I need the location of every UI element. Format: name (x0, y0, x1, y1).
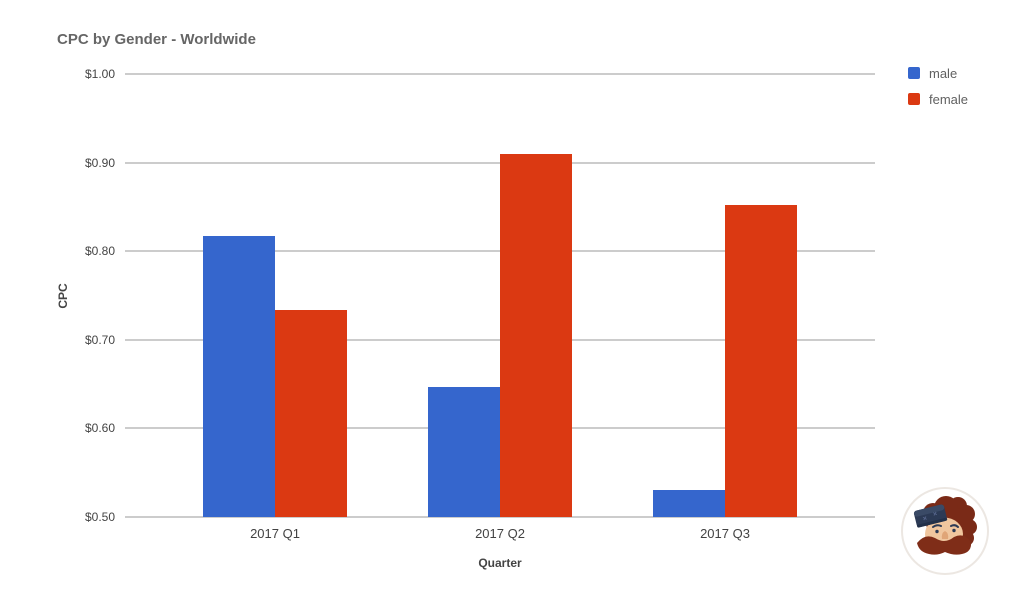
bar-male-2017-q1[interactable] (203, 236, 275, 517)
bar-female-2017-q2[interactable] (500, 153, 572, 517)
x-axis-title: Quarter (478, 556, 522, 570)
bar-female-2017-q3[interactable] (725, 205, 797, 517)
mascot-moustache (917, 535, 972, 555)
mascot-eyebrow-left (932, 524, 942, 528)
mascot-eye-left (935, 529, 939, 534)
gridline (125, 73, 875, 75)
bar-male-2017-q3[interactable] (653, 489, 725, 517)
legend-label: male (929, 65, 958, 81)
legend-item-male[interactable]: male (908, 65, 968, 81)
legend-label: female (929, 91, 969, 107)
mascot-cap (913, 504, 948, 528)
x-tick-label: 2017 Q2 (475, 526, 525, 541)
legend-item-female[interactable]: female (908, 91, 969, 107)
y-tick-label: $0.90 (84, 155, 115, 170)
mascot-eye-right (952, 528, 956, 533)
y-tick-label: $0.50 (84, 510, 115, 524)
plot-area: $1.00 $0.90 $0.80 $0.70 $0.60 $0.50 2017 Q1 201… (85, 67, 875, 541)
x-tick-label: 2017 Q3 (700, 526, 750, 541)
y-tick-label: $0.70 (84, 332, 115, 347)
y-tick-label: $1.00 (84, 67, 115, 81)
y-tick-label: $0.80 (84, 244, 115, 259)
mascot-badge (900, 486, 990, 576)
mascot-nose (941, 531, 949, 539)
bar-female-2017-q1[interactable] (275, 309, 347, 517)
legend-swatch-female (908, 93, 920, 105)
bar-male-2017-q2[interactable] (428, 386, 500, 517)
chart-title: CPC by Gender - Worldwide (57, 31, 256, 48)
legend-swatch-male (908, 67, 920, 79)
x-tick-label: 2017 Q1 (250, 526, 300, 541)
mascot-eyebrow-right (950, 524, 959, 528)
gridline (125, 516, 875, 518)
y-axis-title: CPC (56, 283, 70, 309)
y-tick-label: $0.60 (84, 421, 115, 436)
legend: male female (908, 66, 968, 118)
